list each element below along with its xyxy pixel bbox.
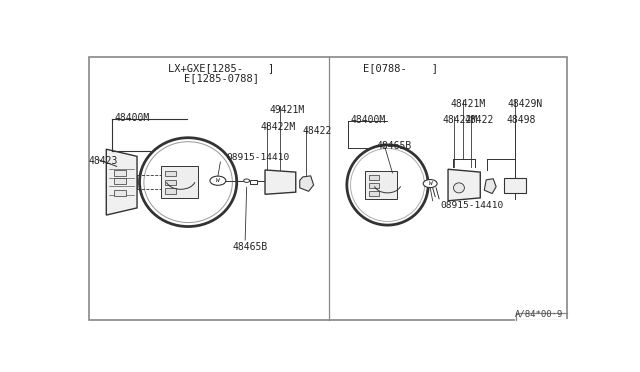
Bar xyxy=(369,191,379,196)
Bar xyxy=(165,171,176,176)
Bar xyxy=(114,178,126,185)
Text: 08915-14410: 08915-14410 xyxy=(440,201,503,210)
Bar xyxy=(504,178,526,193)
Bar xyxy=(369,183,379,187)
Circle shape xyxy=(244,179,250,182)
Text: 48423: 48423 xyxy=(89,156,118,166)
Text: 48422M: 48422M xyxy=(442,115,477,125)
Polygon shape xyxy=(300,176,314,191)
Text: E[1285-0788]: E[1285-0788] xyxy=(184,73,259,83)
Ellipse shape xyxy=(454,183,465,193)
Bar xyxy=(165,189,176,193)
Ellipse shape xyxy=(351,148,424,221)
Text: 48421M: 48421M xyxy=(451,99,486,109)
Text: W: W xyxy=(428,181,432,186)
Text: 48400M: 48400M xyxy=(350,115,385,125)
Text: A/84*00·9: A/84*00·9 xyxy=(515,310,564,318)
Bar xyxy=(365,171,397,199)
Text: 08915-14410: 08915-14410 xyxy=(227,153,290,162)
Text: LX+GXE[1285-    ]: LX+GXE[1285- ] xyxy=(168,63,275,73)
Text: 48422: 48422 xyxy=(302,126,332,136)
Ellipse shape xyxy=(140,138,237,227)
Bar xyxy=(250,180,257,185)
Text: 48465B: 48465B xyxy=(376,141,412,151)
Text: W: W xyxy=(216,178,220,183)
Polygon shape xyxy=(448,169,480,201)
Text: 48429N: 48429N xyxy=(508,99,543,109)
Polygon shape xyxy=(106,149,137,215)
Bar xyxy=(369,175,379,180)
Text: E[0788-    ]: E[0788- ] xyxy=(363,63,438,73)
Text: 48422: 48422 xyxy=(464,115,493,125)
Polygon shape xyxy=(265,170,296,194)
Bar xyxy=(114,190,126,196)
Circle shape xyxy=(423,180,437,187)
Text: 48422M: 48422M xyxy=(260,122,295,132)
Bar xyxy=(114,170,126,176)
Text: 48465B: 48465B xyxy=(233,242,268,252)
Circle shape xyxy=(210,176,226,185)
Ellipse shape xyxy=(347,145,428,225)
Text: 48400M: 48400M xyxy=(115,113,150,124)
Text: 49421M: 49421M xyxy=(270,105,305,115)
Ellipse shape xyxy=(144,142,232,222)
Bar xyxy=(161,166,198,198)
Text: 48498: 48498 xyxy=(507,115,536,125)
Bar xyxy=(165,180,176,185)
Polygon shape xyxy=(484,179,496,193)
